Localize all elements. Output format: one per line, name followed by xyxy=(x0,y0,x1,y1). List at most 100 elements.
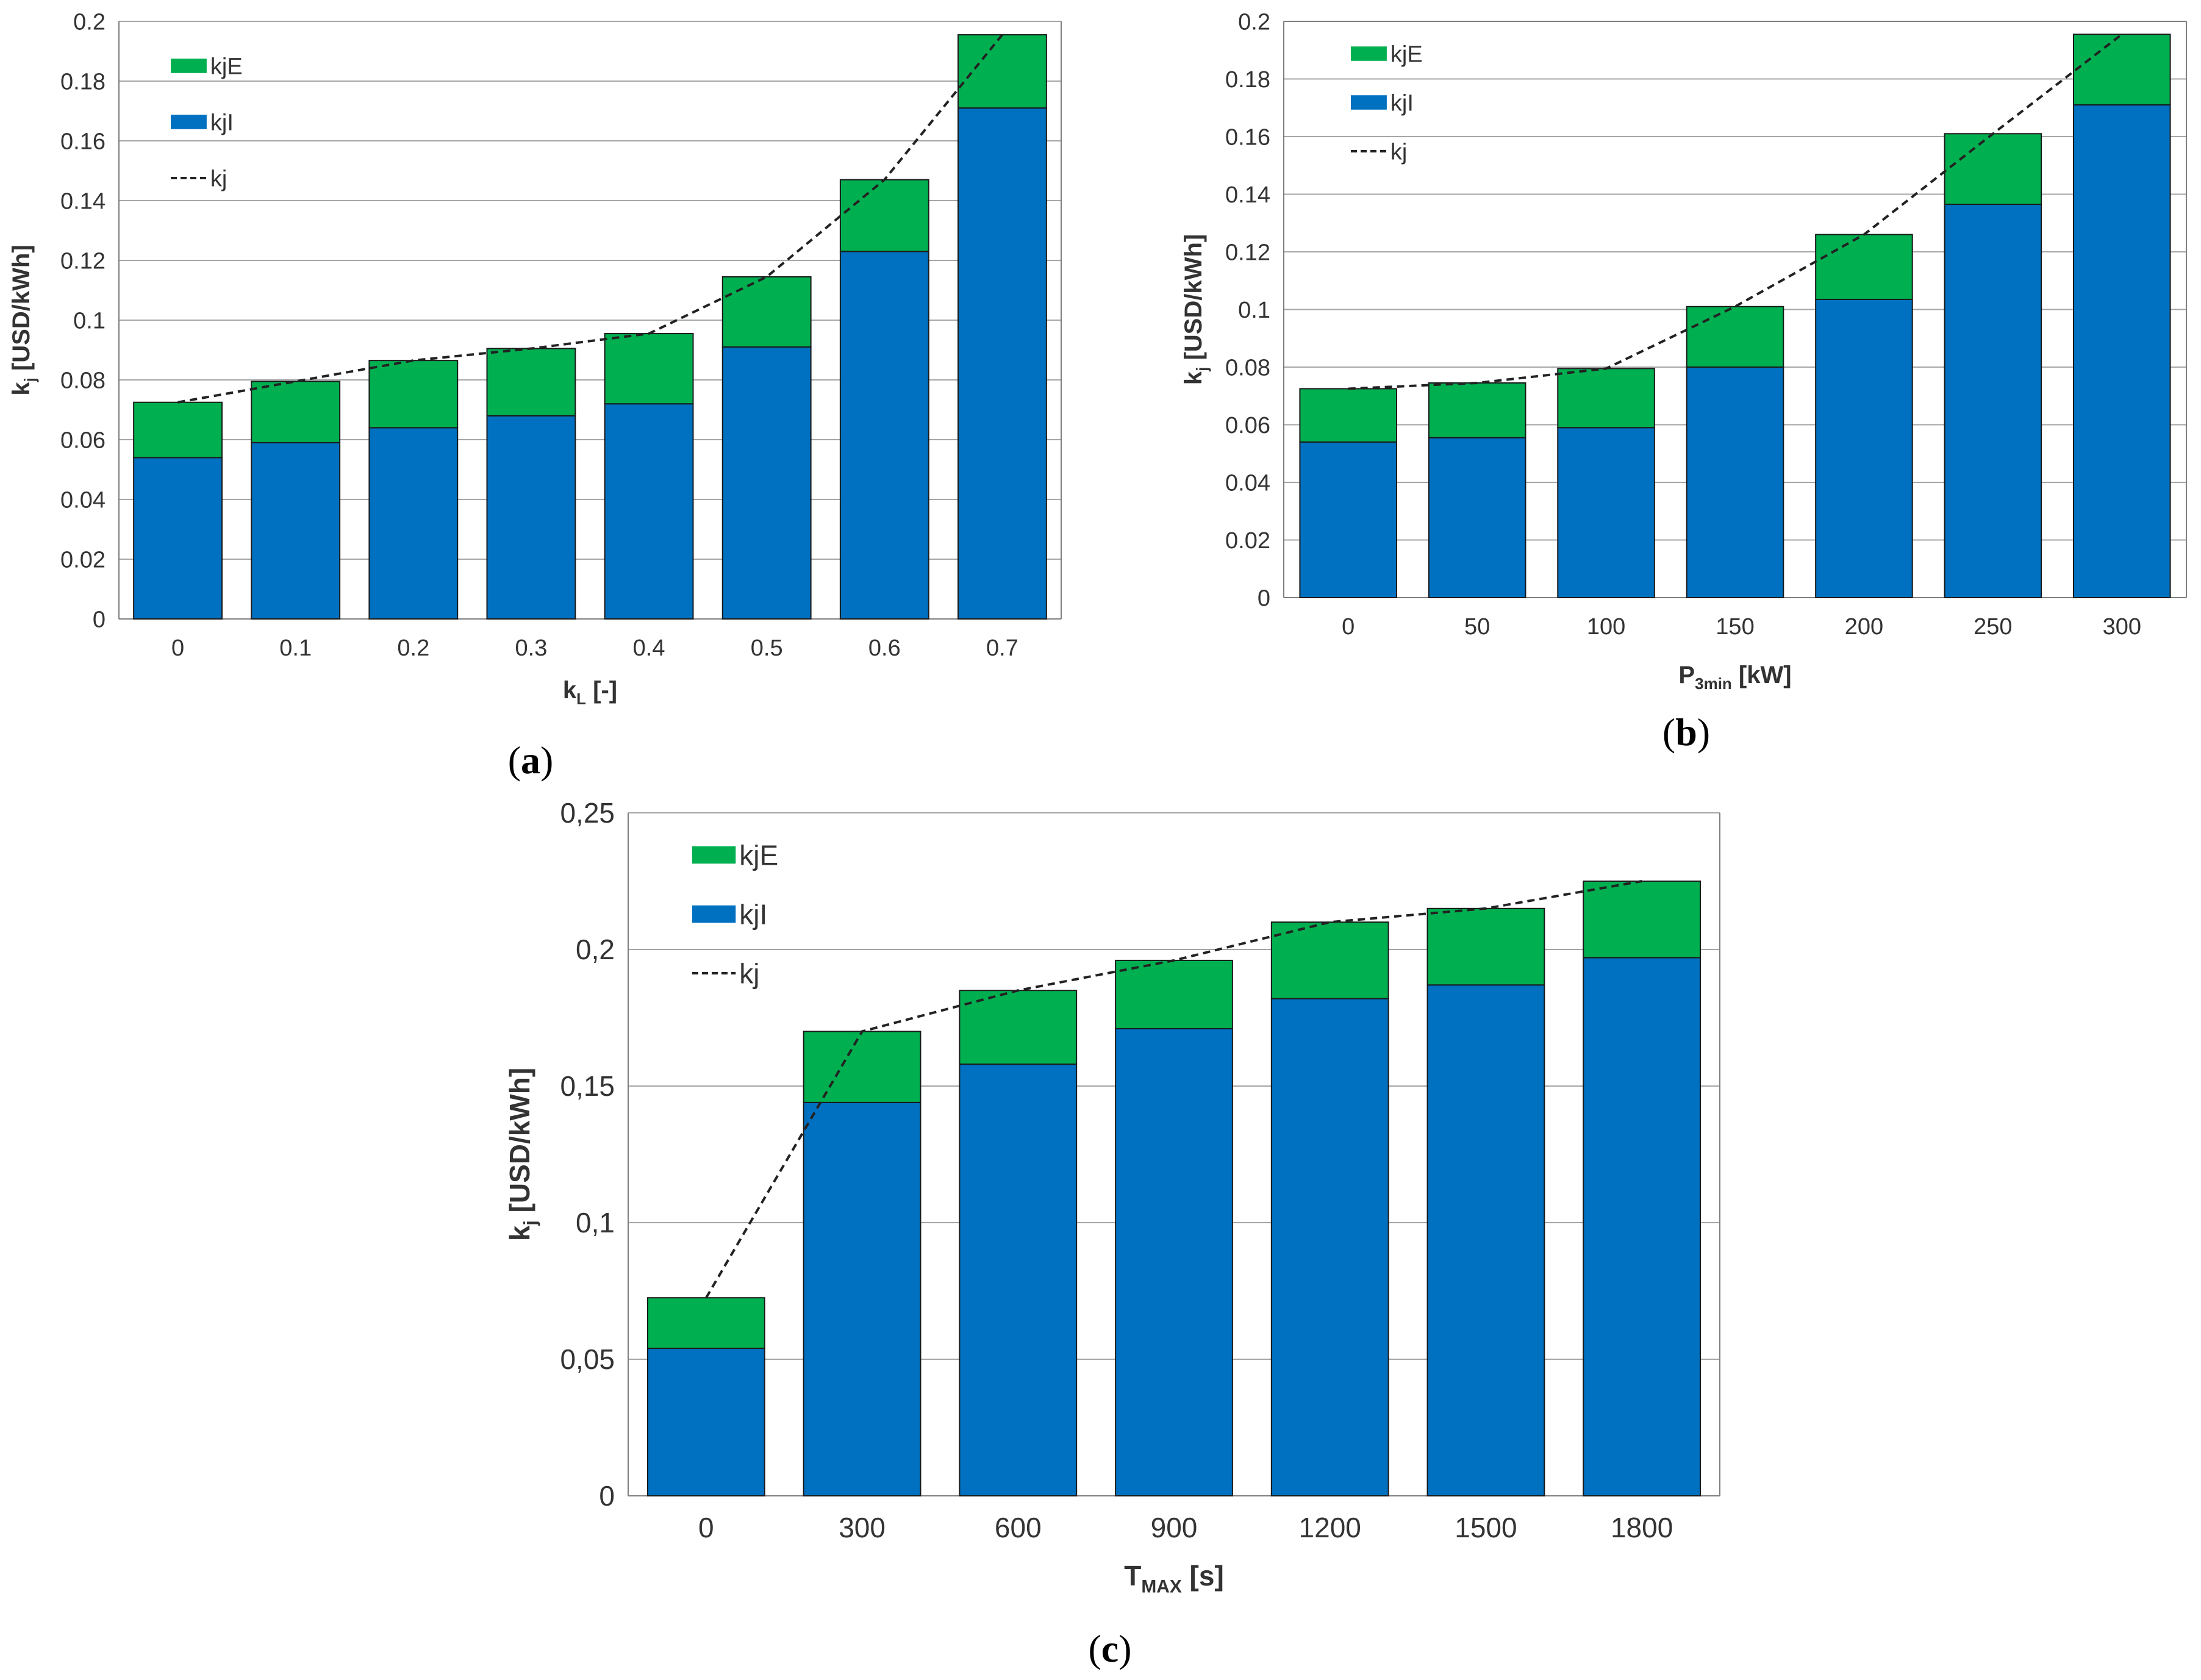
bar-kjE xyxy=(1815,234,1913,300)
legend-label-kj: kj xyxy=(739,958,759,990)
x-tick-label: 1800 xyxy=(1611,1512,1673,1543)
caption-open: ( xyxy=(1088,1627,1101,1670)
bar-kjI xyxy=(1686,366,1784,598)
y-tick-label: 0,25 xyxy=(560,797,615,829)
x-tick-label: 0.7 xyxy=(986,635,1018,661)
y-tick-label: 0.18 xyxy=(1225,67,1270,93)
y-tick-label: 0.16 xyxy=(60,129,106,154)
bar-kjI xyxy=(1299,441,1397,598)
legend-label-kj: kj xyxy=(210,166,227,192)
legend-label-kjI: kjI xyxy=(210,110,234,136)
bar-kjE xyxy=(646,1297,765,1349)
bar-kjI xyxy=(839,251,929,620)
bar-kjI xyxy=(1270,998,1389,1496)
y-tick-label: 0 xyxy=(93,607,106,632)
y-axis-title-sub: j xyxy=(521,1220,541,1226)
bar-kjI xyxy=(1426,984,1545,1496)
y-tick-label: 0.16 xyxy=(1225,124,1270,150)
caption-open: ( xyxy=(1662,710,1675,754)
legend-swatch-kjE xyxy=(692,846,736,864)
bar-kjI xyxy=(721,346,812,620)
y-tick-label: 0,05 xyxy=(560,1343,615,1375)
x-axis-title-rest: [kW] xyxy=(1732,662,1792,688)
caption-close: ) xyxy=(540,738,553,782)
x-tick-label: 900 xyxy=(1151,1512,1198,1543)
y-tick-label: 0.18 xyxy=(60,69,106,95)
y-axis-title: kj [USD/kWh] xyxy=(8,245,39,395)
x-tick-label: 0 xyxy=(698,1512,714,1543)
legend-swatch-kjE xyxy=(1351,46,1387,61)
y-axis-title-sub: j xyxy=(1193,367,1211,372)
x-tick-label: 0.5 xyxy=(751,635,783,661)
bar-kjE xyxy=(1115,959,1233,1029)
legend-swatch-kjI xyxy=(692,905,736,923)
caption-close: ) xyxy=(1697,710,1710,754)
x-axis-title-rest: [s] xyxy=(1182,1560,1224,1592)
x-tick-label: 600 xyxy=(995,1512,1042,1543)
y-tick-label: 0 xyxy=(599,1480,615,1512)
bar-kjE xyxy=(2073,34,2171,106)
legend-swatch-kjI xyxy=(171,115,207,129)
y-tick-label: 0,15 xyxy=(560,1070,615,1102)
chart-caption: (c) xyxy=(1088,1627,1131,1670)
y-tick-label: 0.12 xyxy=(1225,240,1270,265)
y-tick-label: 0.08 xyxy=(60,368,106,393)
x-axis-title: kL [-] xyxy=(563,677,617,708)
bar-kjI xyxy=(1115,1028,1233,1497)
legend-label-kjE: kjE xyxy=(739,840,778,871)
y-tick-label: 0 xyxy=(1258,585,1270,611)
legend-label-kjI: kjI xyxy=(1390,91,1414,116)
x-axis-title-main: P xyxy=(1678,662,1695,688)
y-tick-label: 0.1 xyxy=(1238,298,1270,323)
bar-kjI xyxy=(1815,298,1913,598)
x-tick-label: 0 xyxy=(1342,614,1355,640)
legend-label-kjE: kjE xyxy=(210,54,243,80)
bar-kjE xyxy=(1428,382,1526,438)
y-tick-label: 0.02 xyxy=(1225,528,1270,554)
bar-kjI xyxy=(1428,437,1526,598)
bar-kjE xyxy=(1270,921,1389,999)
y-tick-label: 0.06 xyxy=(1225,413,1270,438)
y-tick-label: 0.06 xyxy=(60,427,106,453)
chart-caption: (a) xyxy=(508,738,554,782)
bar-kjE xyxy=(1299,388,1397,443)
x-axis-title-sub: MAX xyxy=(1141,1577,1181,1597)
y-axis-title-main: k xyxy=(504,1225,535,1241)
bar-kjI xyxy=(486,415,576,620)
y-axis-title: kj [USD/kWh] xyxy=(1180,234,1211,385)
chart-caption: (b) xyxy=(1662,710,1710,754)
bar-kjI xyxy=(803,1101,922,1496)
bar-kjI xyxy=(957,107,1047,620)
bar-kjI xyxy=(1557,427,1655,598)
x-tick-label: 0.1 xyxy=(279,635,312,661)
y-tick-label: 0.14 xyxy=(1225,182,1270,208)
bar-kjI xyxy=(2073,104,2171,598)
y-tick-label: 0,1 xyxy=(576,1207,615,1239)
x-tick-label: 0.4 xyxy=(633,635,665,661)
x-tick-label: 0.6 xyxy=(868,635,901,661)
x-axis-title: P3min [kW] xyxy=(1678,662,1791,693)
y-tick-label: 0.1 xyxy=(73,308,106,334)
bar-kjE xyxy=(1944,133,2042,206)
bar-kjI xyxy=(646,1348,765,1497)
legend-swatch-kjI xyxy=(1351,95,1387,110)
x-axis-title-rest: [-] xyxy=(586,677,617,704)
legend-label-kjI: kjI xyxy=(739,899,767,931)
x-tick-label: 250 xyxy=(1974,614,2012,640)
bar-kjE xyxy=(486,348,576,416)
x-tick-label: 300 xyxy=(2103,614,2141,640)
caption-letter: c xyxy=(1101,1627,1118,1670)
x-tick-label: 150 xyxy=(1716,614,1754,640)
x-tick-label: 50 xyxy=(1464,614,1490,640)
y-tick-label: 0.14 xyxy=(60,188,106,214)
caption-close: ) xyxy=(1118,1627,1131,1670)
x-axis-title-sub: L xyxy=(576,690,586,708)
y-axis-title-main: k xyxy=(8,382,35,396)
bar-kjI xyxy=(1944,204,2042,599)
bar-kjE xyxy=(251,381,341,443)
bar-kjI xyxy=(1583,957,1702,1496)
y-tick-label: 0,2 xyxy=(576,934,615,965)
chart-a: 0 0.02 0.04 0.06 0.08 0.1 0.12 0.14 0.16 0.18 0.2 0… xyxy=(8,9,1062,782)
bar-kjI xyxy=(133,457,223,620)
